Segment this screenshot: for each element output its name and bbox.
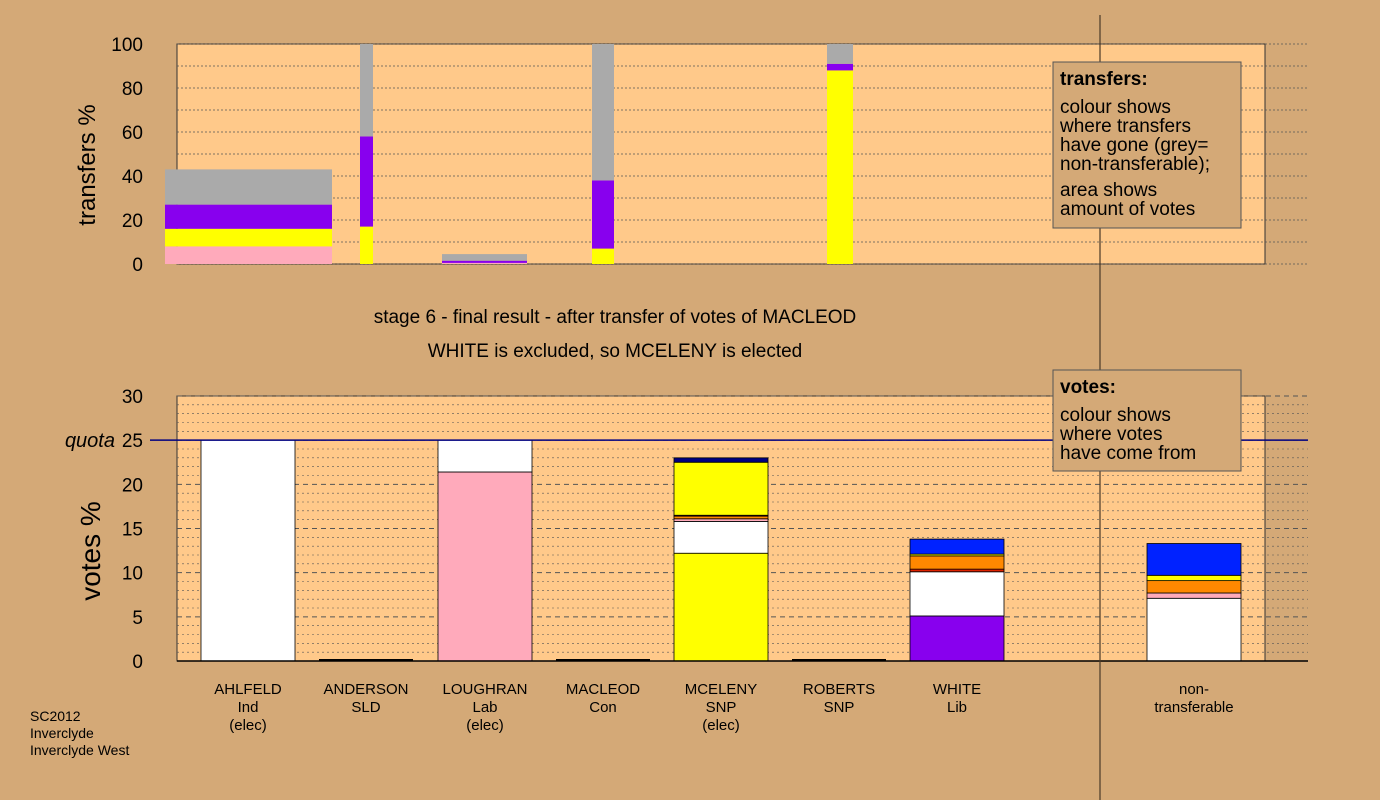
transfer-bar-segment: [165, 169, 332, 205]
vote-bar-segment: [673, 521, 769, 554]
vote-bar-segment: [909, 571, 1005, 617]
candidate-name-label: ROBERTS: [803, 681, 875, 698]
vote-bar-segment: [1146, 580, 1242, 594]
vote-bar-segment: [673, 457, 769, 463]
stage-subtitle: WHITE is excluded, so MCELENY is elected: [428, 341, 803, 362]
candidate-party-label: transferable: [1154, 699, 1233, 716]
transfer-bar-segment: [442, 260, 527, 263]
transfers-y-tick-label: 60: [122, 123, 143, 144]
vote-bar-segment: [909, 555, 1005, 570]
vote-bar-segment: [673, 461, 769, 516]
vote-bar-segment: [909, 615, 1005, 662]
transfers-legend-line: colour shows: [1060, 97, 1171, 118]
votes-y-tick-label: 30: [122, 387, 143, 408]
transfer-bar-segment: [827, 70, 853, 265]
transfer-bar-segment: [165, 204, 332, 229]
transfers-legend-line: have gone (grey=: [1060, 135, 1208, 156]
transfers-y-tick-label: 20: [122, 211, 143, 232]
candidate-status-label: (elec): [466, 717, 504, 734]
transfer-bar-segment: [165, 228, 332, 247]
vote-bar-segment: [200, 439, 296, 662]
candidate-party-label: SNP: [706, 699, 737, 716]
transfers-y-tick-label: 80: [122, 79, 143, 100]
footer-line: SC2012: [30, 708, 81, 724]
transfer-bar-segment: [592, 44, 614, 181]
footer: SC2012 Inverclyde Inverclyde West: [30, 708, 129, 758]
candidate-status-label: (elec): [702, 717, 740, 734]
votes-y-tick-label: 10: [122, 564, 143, 585]
quota-label: quota: [65, 430, 115, 452]
candidate-name-label: ANDERSON: [323, 681, 408, 698]
candidate-name-label: LOUGHRAN: [442, 681, 527, 698]
votes-legend: votes: colour shows where votes have com…: [1052, 369, 1242, 472]
stage-title: stage 6 - final result - after transfer …: [374, 307, 857, 328]
votes-y-tick-label: 25: [122, 431, 143, 452]
candidate-party-label: Con: [589, 699, 617, 716]
candidate-name-label: non-: [1179, 681, 1209, 698]
candidate-party-label: SLD: [351, 699, 380, 716]
candidate-party-label: SNP: [824, 699, 855, 716]
vote-bar-segment: [1146, 597, 1242, 662]
candidate-party-label: Ind: [238, 699, 259, 716]
votes-y-tick-label: 5: [132, 608, 143, 629]
vote-bar-segment: [673, 552, 769, 662]
candidate-name-label: MCELENY: [685, 681, 758, 698]
transfer-bar-segment: [442, 254, 527, 261]
transfers-legend-line: where transfers: [1059, 116, 1191, 137]
transfer-bar-segment: [360, 44, 373, 137]
transfers-y-tick-label: 40: [122, 167, 143, 188]
transfer-bar-segment: [592, 180, 614, 249]
votes-legend-box: [1052, 369, 1242, 472]
candidate-party-label: Lib: [947, 699, 967, 716]
vote-bar-segment: [1146, 543, 1242, 576]
votes-legend-line: have come from: [1060, 443, 1196, 464]
transfers-y-tick-label: 0: [132, 255, 143, 276]
candidate-party-label: Lab: [472, 699, 497, 716]
candidate-status-label: (elec): [229, 717, 267, 734]
candidate-name-label: WHITE: [933, 681, 981, 698]
transfers-legend-box: [1052, 61, 1242, 229]
transfer-bar-segment: [442, 262, 527, 264]
candidate-name-label: AHLFELD: [214, 681, 282, 698]
transfers-y-axis-label: transfers %: [74, 104, 101, 225]
vote-bar-segment: [437, 439, 533, 473]
transfers-legend: transfers: colour shows where transfers …: [1052, 61, 1242, 229]
transfers-legend-line: amount of votes: [1060, 199, 1195, 220]
transfer-bar-segment: [827, 44, 853, 64]
votes-y-axis-label: votes %: [75, 501, 106, 601]
vote-bar-segment: [437, 471, 533, 662]
transfers-y-tick-label: 100: [111, 35, 143, 56]
votes-y-tick-label: 0: [132, 652, 143, 673]
transfers-legend-line: non-transferable);: [1060, 154, 1210, 175]
footer-line: Inverclyde: [30, 725, 94, 741]
vote-bar-segment: [1146, 592, 1242, 599]
transfers-legend-title: transfers:: [1060, 69, 1148, 90]
footer-line: Inverclyde West: [30, 742, 129, 758]
transfer-bar-segment: [592, 248, 614, 264]
transfers-legend-line: area shows: [1060, 180, 1157, 201]
candidate-name-label: MACLEOD: [566, 681, 640, 698]
vote-bar-segment: [1146, 574, 1242, 582]
votes-y-tick-label: 15: [122, 520, 143, 541]
votes-legend-line: where votes: [1059, 424, 1162, 445]
transfer-bar-segment: [165, 246, 332, 264]
transfer-bar-segment: [827, 63, 853, 71]
votes-legend-line: colour shows: [1060, 405, 1171, 426]
votes-legend-title: votes:: [1060, 377, 1116, 398]
transfer-bar-segment: [360, 136, 373, 227]
votes-y-tick-label: 20: [122, 475, 143, 496]
vote-bar-segment: [909, 538, 1005, 555]
transfer-bar-segment: [360, 226, 373, 264]
